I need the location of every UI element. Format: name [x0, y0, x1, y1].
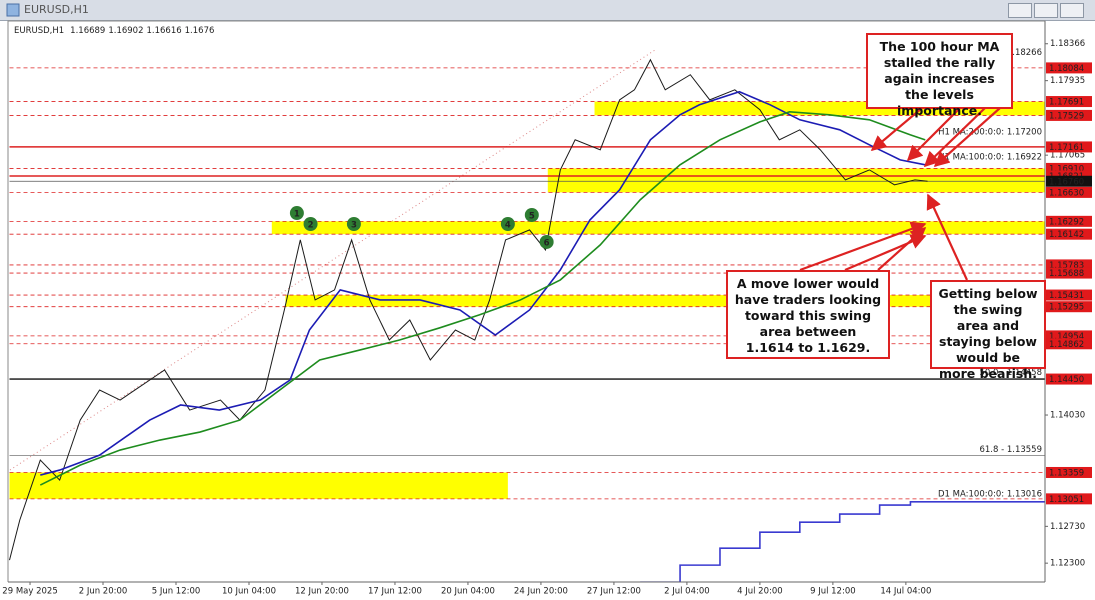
icon [6, 3, 20, 17]
x-tick-label: 12 Jun 20:00 [295, 587, 349, 597]
level-label: 1.17161 [1049, 143, 1084, 153]
trendline [9, 49, 656, 471]
time-axis [0, 582, 1095, 600]
chart-header: EURUSD,H1 1.16689 1.16902 1.16616 1.1676 [14, 26, 214, 36]
window-title: EURUSD,H1 [24, 3, 89, 16]
annotation: The 100 hour MA stalled the rally again … [866, 33, 1013, 118]
level-label: 1.16292 [1049, 217, 1084, 227]
level-tag [1046, 373, 1092, 385]
level-tag [1046, 301, 1092, 313]
marker-label: 5 [529, 212, 535, 222]
x-tick-label: 29 May 2025 [2, 587, 57, 597]
level-tag [1046, 215, 1092, 227]
level-label: 1.15688 [1049, 269, 1084, 279]
level-tag [1046, 175, 1092, 187]
x-tick-label: 27 Jun 12:00 [587, 587, 641, 597]
title-bar: EURUSD,H1 [0, 0, 1095, 21]
maximize-button[interactable] [1034, 3, 1058, 18]
header-value: 1.16902 [108, 26, 143, 36]
x-tick-label: 9 Jul 12:00 [810, 587, 856, 597]
swing-zone [285, 295, 1045, 307]
level-tag [1046, 228, 1092, 240]
swing-marker [524, 208, 539, 223]
level-label: 1.15295 [1049, 303, 1084, 313]
level-tag [1046, 141, 1092, 153]
price-line [640, 501, 1045, 583]
x-tick-label: 10 Jun 04:00 [222, 587, 276, 597]
level-label: 1.16630 [1049, 188, 1084, 198]
level-tag [1046, 62, 1092, 74]
header-value: 1.16616 [146, 26, 181, 36]
level-label: 1.13359 [1049, 468, 1084, 478]
level-label: 1.16910 [1049, 164, 1084, 174]
y-tick-label: 1.14030 [1050, 411, 1085, 421]
y-tick-label: 1.12730 [1050, 522, 1085, 532]
minimize-button[interactable] [1008, 3, 1032, 18]
y-tick-label: 1.12300 [1050, 559, 1085, 569]
level-tag [1046, 109, 1092, 121]
level-label: 1.18084 [1049, 64, 1084, 74]
header-value: 1.16689 [70, 26, 105, 36]
level-label: 1.15783 [1049, 261, 1084, 271]
price-line [40, 90, 926, 476]
level-tag [1046, 289, 1092, 301]
level-tag [1046, 186, 1092, 198]
y-tick-label: 1.18366 [1050, 39, 1085, 49]
series-label: D1 MA:100:0:0: 1.13016 [938, 489, 1042, 499]
y-tick-label: 1.17065 [1050, 151, 1085, 161]
close-button[interactable] [1060, 3, 1084, 18]
level-tag [1046, 338, 1092, 350]
marker-label: 6 [544, 238, 550, 248]
price-line [39, 111, 926, 486]
level-label: 1.14954 [1049, 332, 1084, 342]
annotation: A move lower would have traders looking … [726, 270, 890, 359]
marker-label: 2 [308, 220, 314, 230]
level-tag [1046, 466, 1092, 478]
fib-label: 50.0 - 1.14458 [979, 368, 1042, 378]
marker-label: 3 [351, 220, 357, 230]
swing-marker [346, 216, 361, 231]
level-tag [1046, 259, 1092, 271]
header-value: EURUSD,H1 [14, 26, 64, 36]
swing-marker [500, 216, 515, 231]
level-tag [1046, 162, 1092, 174]
x-tick-label: 2 Jul 04:00 [664, 587, 710, 597]
x-tick-label: 24 Jun 20:00 [514, 587, 568, 597]
level-tag [1046, 267, 1092, 279]
x-tick-label: 5 Jun 12:00 [152, 587, 201, 597]
level-tag [1046, 493, 1092, 505]
series-label: H1 MA:100:0:0: 1.16922 [938, 152, 1042, 162]
y-tick-label: 1.17935 [1050, 76, 1085, 86]
swing-zone [271, 221, 1045, 235]
level-label: 1.15431 [1049, 291, 1084, 301]
level-tag [1046, 96, 1092, 108]
x-tick-label: 20 Jun 04:00 [441, 587, 495, 597]
swing-zone [9, 472, 508, 499]
fib-label: 61.8 - 1.13559 [979, 445, 1042, 455]
swing-zone [547, 168, 1045, 193]
x-tick-label: 4 Jul 20:00 [737, 587, 783, 597]
swing-marker [289, 206, 304, 221]
header-value: 1.1676 [185, 26, 215, 36]
level-label: 1.14862 [1049, 340, 1084, 350]
annotation: Getting below the swing area and staying… [930, 280, 1046, 381]
level-label: 1.13051 [1049, 495, 1084, 505]
x-tick-label: 17 Jun 12:00 [368, 587, 422, 597]
marker-label: 4 [505, 220, 511, 230]
swing-marker [539, 234, 554, 249]
marker-label: 1 [294, 210, 300, 220]
trendline-label: 1.18266 [1007, 48, 1042, 58]
level-label: 1.17691 [1049, 98, 1084, 108]
swing-marker [303, 216, 318, 231]
x-tick-label: 2 Jun 20:00 [79, 587, 128, 597]
level-label: 1.16760 [1049, 177, 1084, 187]
level-label: 1.14450 [1049, 375, 1084, 385]
level-label: 1.16142 [1049, 230, 1084, 240]
series-label: H1 MA:200:0:0: 1.17200 [938, 127, 1042, 137]
x-tick-label: 14 Jul 04:00 [880, 587, 931, 597]
level-tag [1046, 330, 1092, 342]
level-label: 1.17529 [1049, 111, 1084, 121]
